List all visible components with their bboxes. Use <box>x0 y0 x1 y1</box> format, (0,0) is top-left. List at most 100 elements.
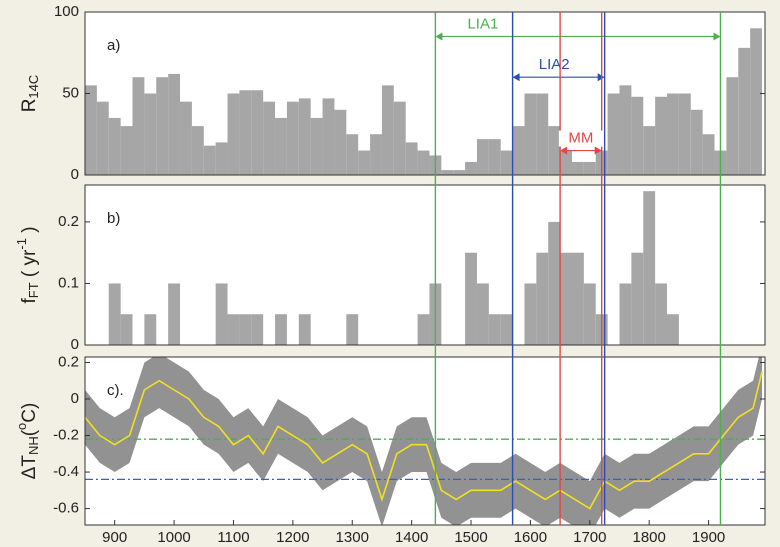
plot-frame <box>84 184 766 346</box>
y-tick-label: -0.6 <box>53 500 79 517</box>
bar <box>215 142 228 175</box>
bar <box>239 314 252 345</box>
x-tick-label: 900 <box>102 529 127 546</box>
arrow-head <box>560 146 568 155</box>
bar <box>726 77 739 175</box>
bar <box>417 150 430 175</box>
panel-label: b) <box>107 210 120 227</box>
bar <box>263 101 276 175</box>
y-tick-label: 0.1 <box>58 274 79 291</box>
bar <box>548 126 561 175</box>
bar <box>310 117 323 175</box>
bar <box>393 101 406 175</box>
bar <box>191 126 204 175</box>
bar <box>275 117 287 175</box>
bar <box>524 93 537 175</box>
x-tick-label: 1700 <box>573 529 606 546</box>
y-tick-label: 0.2 <box>58 213 79 230</box>
y-axis-label-part: NH <box>26 436 41 455</box>
y-axis-label-part: f <box>19 298 40 304</box>
y-axis-label: fFT ( yr-1 ) <box>14 226 41 303</box>
y-tick-label: 50 <box>62 84 79 101</box>
x-tick-label: 1800 <box>633 529 666 546</box>
bar <box>560 150 572 175</box>
bar <box>488 314 501 345</box>
period-label: LIA1 <box>467 15 498 32</box>
bar <box>655 96 668 175</box>
y-axis-label-part: R <box>19 99 40 113</box>
bar <box>251 90 264 175</box>
y-axis-label-part: ( <box>19 429 40 436</box>
bar <box>536 93 549 175</box>
bar <box>536 252 549 345</box>
bar <box>298 98 311 175</box>
bar <box>453 170 466 175</box>
panel-label: c). <box>107 382 124 399</box>
bar <box>203 145 216 175</box>
bar <box>750 28 763 175</box>
y-tick-label: -0.4 <box>53 463 79 480</box>
x-tick-label: 1900 <box>692 529 725 546</box>
y-tick-label: 0.2 <box>58 353 79 370</box>
bar <box>227 314 240 345</box>
bar <box>571 252 584 345</box>
bar <box>405 142 418 175</box>
bar <box>108 283 121 345</box>
bar <box>120 314 133 345</box>
bar <box>631 252 644 345</box>
bar <box>358 150 371 175</box>
bar <box>417 314 430 345</box>
bar <box>476 139 489 175</box>
arrow-head <box>512 73 520 82</box>
arrow-head <box>594 146 602 155</box>
bar <box>144 93 157 175</box>
period-label-bg <box>460 16 505 33</box>
bar <box>370 134 382 175</box>
x-tick-label: 1600 <box>514 529 547 546</box>
bar <box>488 139 501 175</box>
bar <box>655 283 668 345</box>
bar <box>275 314 287 345</box>
y-tick-label: 0 <box>71 336 79 353</box>
x-tick-label: 1000 <box>157 529 190 546</box>
bar <box>168 73 181 175</box>
x-tick-label: 1500 <box>454 529 487 546</box>
y-tick-label: -0.2 <box>53 426 79 443</box>
y-axis-label: ΔTNH(oC) <box>14 403 41 480</box>
y-axis-label-part: o <box>14 423 29 430</box>
bar <box>108 117 121 175</box>
bar <box>643 191 656 345</box>
panel-label: a) <box>107 37 120 54</box>
bar <box>381 85 394 175</box>
bar <box>619 283 632 345</box>
bar <box>334 109 347 175</box>
bar <box>286 101 299 175</box>
bar <box>215 283 228 345</box>
bar <box>120 126 133 175</box>
bar <box>144 314 157 345</box>
x-tick-label: 1100 <box>217 529 249 546</box>
temperature-line <box>85 371 763 510</box>
bar <box>667 93 679 175</box>
bar <box>322 98 335 175</box>
bar <box>583 283 596 345</box>
bar <box>346 134 359 175</box>
bar <box>180 101 192 175</box>
y-axis-label-part: -1 <box>14 238 29 250</box>
bar <box>512 126 525 175</box>
bar <box>85 85 97 175</box>
period-label-bg <box>532 57 577 74</box>
bar <box>631 96 644 175</box>
x-tick-label: 1300 <box>336 529 369 546</box>
y-tick-label: 0 <box>71 390 79 407</box>
bar <box>607 93 620 175</box>
period-label: MM <box>568 130 593 147</box>
bar <box>690 109 703 175</box>
bar <box>500 314 513 345</box>
y-axis-label-part: C) <box>19 403 40 423</box>
bar <box>548 221 561 345</box>
bar <box>702 134 715 175</box>
y-axis-label-part: ) <box>19 226 40 238</box>
bar <box>619 85 632 175</box>
